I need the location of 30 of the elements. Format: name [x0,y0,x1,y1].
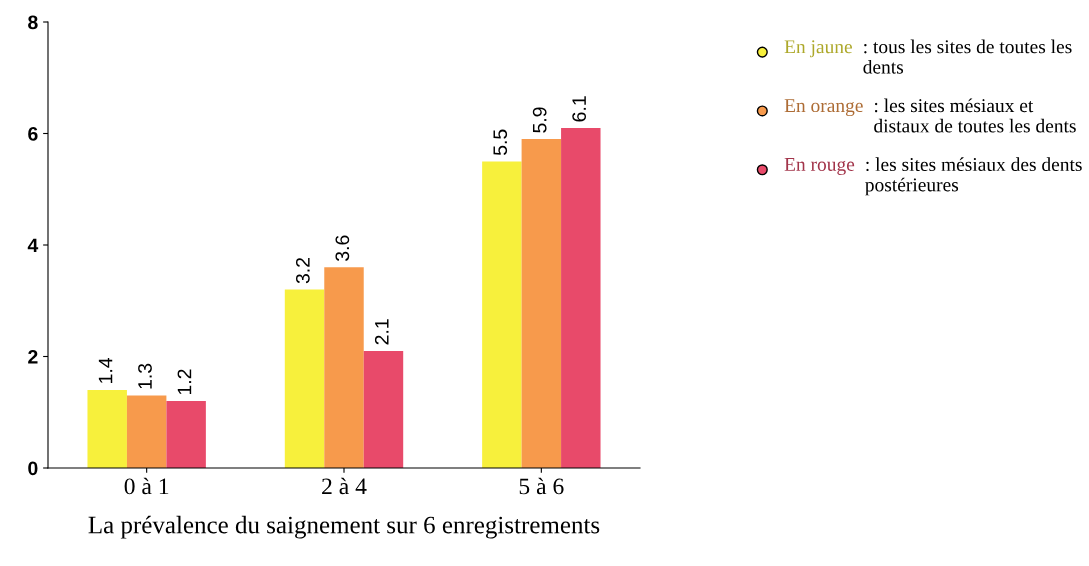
y-tick-label: 0 [28,461,38,476]
legend-label: En jaune : tous les sites de toutes les dents [784,39,1072,74]
bar [166,401,206,468]
y-tick-label: 6 [28,126,38,141]
data-label: 2.1 [374,319,389,345]
data-label: 1.2 [177,369,192,395]
bar [363,350,404,468]
data-label: 5.5 [493,129,508,156]
bar [324,267,364,468]
data-label: 1.4 [98,357,113,383]
data-label: 6.1 [572,96,587,122]
data-label: 3.2 [295,257,310,284]
data-label: 1.3 [138,363,152,389]
bar [284,289,325,468]
y-tick-label: 4 [27,238,39,253]
bar [482,161,522,468]
legend-label: En rouge : les sites mésiaux des dents postérieures [784,157,1082,196]
bar [126,395,167,468]
data-label: 3.6 [335,235,350,261]
x-tick-label: 5 à 6 [519,477,564,495]
bar [521,139,562,468]
x-tick-label: 0 à 1 [124,477,169,495]
x-axis-title: La prévalence du saignement sur 6 enregistrements [88,515,600,539]
y-tick-label: 8 [28,15,38,30]
legend-label: En orange : les sites mésiaux et distaux de toutes les dents [784,98,1076,133]
bar [561,127,601,468]
x-tick-label: 2 à 4 [322,477,367,495]
bar [87,389,127,468]
y-tick-label: 2 [28,349,38,364]
data-label: 5.9 [532,107,547,133]
